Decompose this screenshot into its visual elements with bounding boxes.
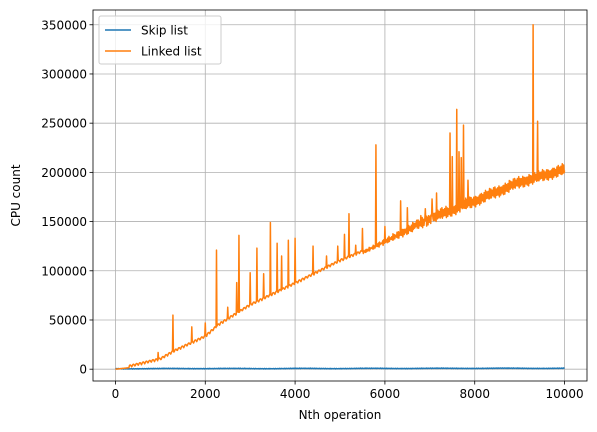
axes-frame <box>92 9 588 382</box>
series-line-linked-list <box>115 24 566 370</box>
y-axis-label: CPU count <box>9 164 23 226</box>
y-tick-label: 350000 <box>41 18 87 32</box>
y-tick-label: 250000 <box>41 117 87 131</box>
x-axis-ticks: 0 2000 4000 6000 8000 10000 <box>112 381 584 401</box>
x-tick-label: 4000 <box>280 387 311 401</box>
x-tick-label: 10000 <box>545 387 583 401</box>
y-tick-label: 0 <box>79 363 87 377</box>
y-axis-ticks: 0 50000 100000 150000 200000 250000 300000 3500… <box>41 18 93 377</box>
legend: Skip list Linked list <box>98 15 222 65</box>
y-tick-label: 200000 <box>41 166 87 180</box>
legend-entry-linked-list: Linked list <box>141 45 202 59</box>
x-tick-label: 0 <box>112 387 120 401</box>
x-tick-label: 6000 <box>370 387 401 401</box>
y-tick-label: 300000 <box>41 67 87 81</box>
series-line-skip-list <box>115 367 565 370</box>
legend-entry-skip-list: Skip list <box>141 24 188 38</box>
y-tick-label: 50000 <box>49 313 87 327</box>
y-tick-label: 150000 <box>41 215 87 229</box>
y-tick-label: 100000 <box>41 264 87 278</box>
legend-box <box>98 15 222 65</box>
x-tick-label: 8000 <box>459 387 490 401</box>
plot-area <box>115 24 566 370</box>
x-axis-label: Nth operation <box>299 408 382 422</box>
x-tick-label: 2000 <box>190 387 221 401</box>
grid <box>93 10 587 381</box>
